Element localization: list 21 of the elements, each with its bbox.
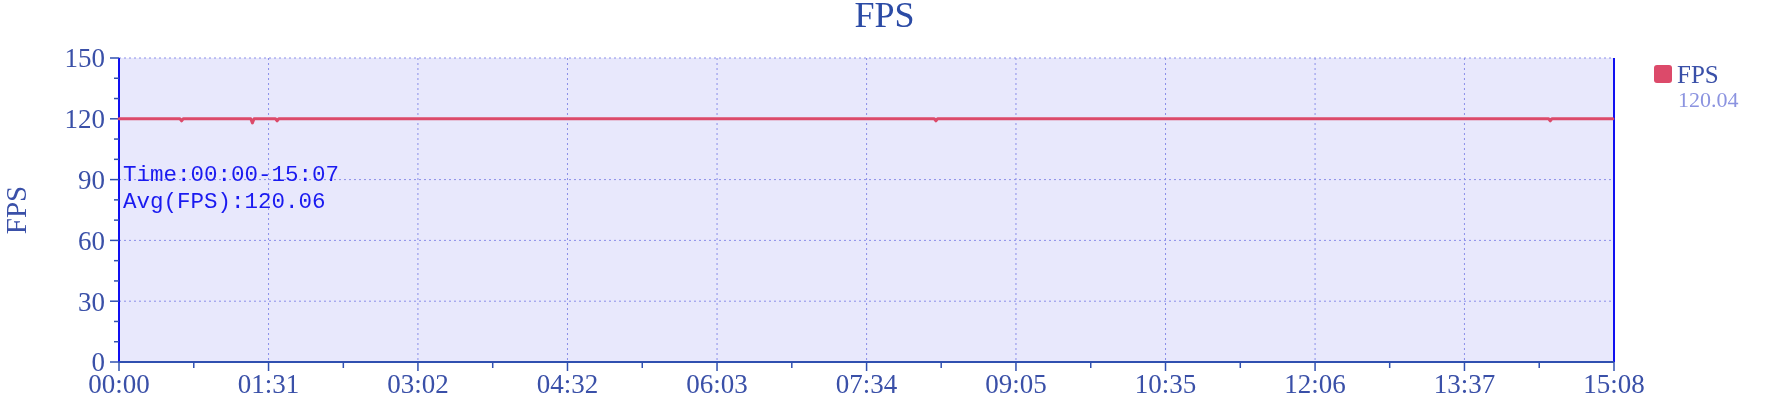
x-tick-label: 03:02	[387, 369, 449, 399]
text: 120.04	[1678, 87, 1739, 112]
legend-label: FPS	[1677, 61, 1719, 88]
x-tick-label: 09:05	[985, 369, 1047, 399]
y-tick-label: 90	[78, 165, 105, 196]
chart-title: FPS	[854, 0, 915, 35]
x-tick-label: 13:37	[1433, 369, 1496, 399]
y-tick-label: 120	[64, 104, 105, 135]
annotation: Time:00:00-15:07	[123, 162, 340, 188]
x-tick-label: 04:32	[536, 369, 599, 399]
x-tick-label: 07:34	[835, 369, 898, 399]
x-tick-label: 12:06	[1284, 369, 1346, 399]
x-tick-label: 15:08	[1583, 369, 1645, 399]
y-axis-title: FPS	[0, 185, 32, 235]
x-tick-label: 06:03	[686, 369, 748, 399]
y-tick-label: 150	[64, 43, 105, 74]
x-tick-label: 10:35	[1134, 369, 1197, 399]
annotation: Avg(FPS):120.06	[123, 189, 326, 215]
y-tick-label: 60	[78, 225, 105, 256]
y-tick-label: 30	[78, 286, 105, 317]
x-tick-label: 01:31	[237, 369, 300, 399]
